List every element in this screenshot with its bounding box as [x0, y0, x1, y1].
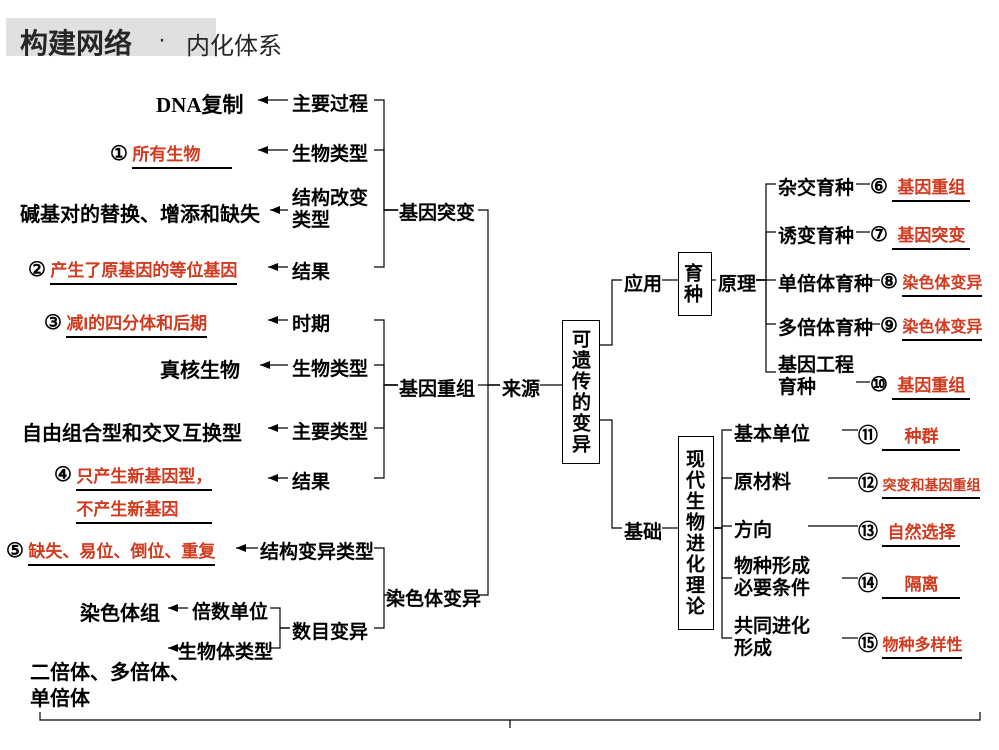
ans4b: 不产生新基因 [76, 495, 212, 524]
label-source: 来源 [502, 374, 540, 401]
lbl-structvar: 结构变异类型 [260, 537, 374, 564]
ans2: 产生了原基因的等位基因 [50, 256, 237, 285]
val-biotype2: 真核生物 [160, 354, 240, 383]
val-structchange: 碱基对的替换、增添和缺失 [20, 198, 260, 227]
center-node: 可遗传的变异 [562, 320, 600, 464]
e-material: 原材料 [734, 467, 791, 494]
m-poly: 多倍体育种 [778, 313, 873, 340]
ans7: 基因突变 [892, 221, 970, 250]
lbl-app: 应用 [624, 269, 662, 296]
ans14: 隔离 [882, 570, 960, 599]
ans1: 所有生物 [132, 140, 232, 169]
row-ans3: ③ 减I的四分体和后期 [44, 309, 207, 338]
num8: ⑧ [880, 269, 898, 294]
row-ans1: ① 所有生物 [110, 140, 232, 169]
num6: ⑥ [870, 174, 888, 199]
lbl-unit: 倍数单位 [192, 597, 268, 624]
val-maintype: 自由组合型和交叉互换型 [22, 417, 242, 446]
row-ans6: ⑥ 基因重组 [870, 173, 970, 202]
row-ans4: ④ 只产生新基因型， 不产生新基因 [54, 462, 212, 524]
ans15: 物种多样性 [882, 631, 962, 659]
lbl-maintype: 主要类型 [292, 417, 368, 444]
lbl-process: 主要过程 [292, 89, 368, 116]
title-sub: 内化体系 [186, 26, 282, 61]
num11: ⑪ [858, 419, 878, 448]
row-ans14: ⑭ 隔离 [858, 567, 960, 599]
val-process: DNA复制 [156, 89, 244, 119]
num5: ⑤ [6, 538, 24, 563]
num9: ⑨ [880, 313, 898, 338]
num3: ③ [44, 310, 62, 335]
num13: ⑬ [858, 515, 878, 544]
lbl-numvar: 数目变异 [292, 617, 368, 644]
lbl-result2: 结果 [292, 467, 330, 494]
title-main: 构建网络 [20, 22, 132, 62]
num2: ② [28, 257, 46, 282]
node-chrom: 染色体变异 [386, 584, 481, 611]
row-ans5: ⑤ 缺失、易位、倒位、重复 [6, 537, 215, 566]
num7: ⑦ [870, 222, 888, 247]
val-unit: 染色体组 [80, 597, 160, 626]
ans12: 突变和基因重组 [882, 475, 980, 499]
ans8: 染色体变异 [902, 269, 982, 297]
row-ans10: ⑩ 基因重组 [870, 371, 970, 400]
lbl-result1: 结果 [292, 257, 330, 284]
ans10: 基因重组 [892, 371, 970, 400]
node-mutation: 基因突变 [399, 198, 475, 225]
ans5: 缺失、易位、倒位、重复 [28, 537, 215, 566]
lbl-period: 时期 [292, 309, 330, 336]
node-recomb: 基因重组 [399, 374, 475, 401]
ans13: 自然选择 [882, 518, 960, 547]
m-mut: 诱变育种 [778, 221, 854, 248]
e-speciation: 物种形成必要条件 [734, 556, 824, 600]
lbl-basis: 基础 [624, 517, 662, 544]
ans4a: 只产生新基因型， [76, 462, 212, 491]
lbl-structchange: 结构改变类型 [292, 188, 372, 232]
num12: ⑫ [858, 467, 878, 496]
num1: ① [110, 141, 128, 166]
row-ans15: ⑮ 物种多样性 [858, 627, 962, 659]
row-ans13: ⑬ 自然选择 [858, 515, 960, 547]
row-ans2: ② 产生了原基因的等位基因 [28, 256, 237, 285]
title-sep: · [158, 26, 166, 54]
node-evolution: 现代生物进化理论 [678, 436, 714, 630]
ans3: 减I的四分体和后期 [66, 309, 207, 338]
ans6: 基因重组 [892, 173, 970, 202]
e-coevo: 共同进化形成 [734, 616, 824, 660]
val-bodytype: 二倍体、多倍体、单倍体 [30, 660, 200, 712]
row-ans7: ⑦ 基因突变 [870, 221, 970, 250]
num10: ⑩ [870, 372, 888, 397]
e-unit: 基本单位 [734, 419, 810, 446]
row-ans11: ⑪ 种群 [858, 419, 960, 451]
num15: ⑮ [858, 627, 878, 656]
ans11: 种群 [882, 422, 960, 451]
num14: ⑭ [858, 567, 878, 596]
ans9: 染色体变异 [902, 313, 982, 341]
lbl-biotype1: 生物类型 [292, 139, 368, 166]
num4: ④ [54, 462, 72, 487]
e-direction: 方向 [734, 515, 772, 542]
lbl-biotype2: 生物类型 [292, 354, 368, 381]
row-ans8: ⑧ 染色体变异 [880, 269, 982, 297]
row-ans9: ⑨ 染色体变异 [880, 313, 982, 341]
node-breeding: 育种 [678, 252, 712, 316]
m-hap: 单倍体育种 [778, 269, 873, 296]
m-cross: 杂交育种 [778, 173, 854, 200]
lbl-principle: 原理 [718, 269, 756, 296]
row-ans12: ⑫ 突变和基因重组 [858, 467, 980, 499]
m-eng: 基因工程育种 [778, 355, 858, 399]
